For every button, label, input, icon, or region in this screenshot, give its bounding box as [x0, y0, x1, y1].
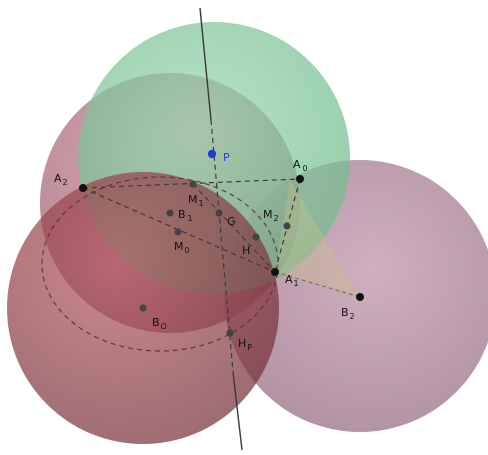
edge-m1-a1: [192, 183, 276, 273]
point-b2: [356, 293, 364, 301]
label-p: P: [223, 151, 230, 164]
point-a0: [296, 175, 304, 183]
point-hp: [226, 329, 234, 337]
label-m0: M0: [174, 240, 190, 255]
label-m1: M1: [188, 193, 204, 208]
triangle-a1-b2: [275, 180, 360, 297]
label-b2: B2: [341, 306, 355, 321]
label-b0: BO: [152, 316, 167, 331]
point-m1: [189, 180, 197, 188]
label-a2: A2: [54, 172, 68, 187]
edge-a2-a1: [82, 187, 276, 273]
label-hp: HP: [238, 337, 252, 352]
label-a1: A1: [285, 273, 299, 288]
point-g: [215, 209, 223, 217]
label-m2: M2: [263, 208, 279, 223]
axis-line-upper: [199, 7, 212, 121]
point-m0: [174, 228, 182, 236]
point-m2: [283, 222, 291, 230]
point-a1: [271, 268, 279, 276]
edge-a1-b2: [274, 271, 361, 298]
intersection-circle: [41, 176, 279, 352]
label-g: G: [227, 215, 236, 228]
point-a2: [79, 184, 87, 192]
label-h: H: [242, 244, 250, 257]
point-h: [252, 233, 260, 241]
point-b1: [166, 209, 174, 217]
point-b0: [139, 304, 147, 312]
point-p: [207, 149, 217, 159]
axis-line-lower: [232, 371, 243, 451]
